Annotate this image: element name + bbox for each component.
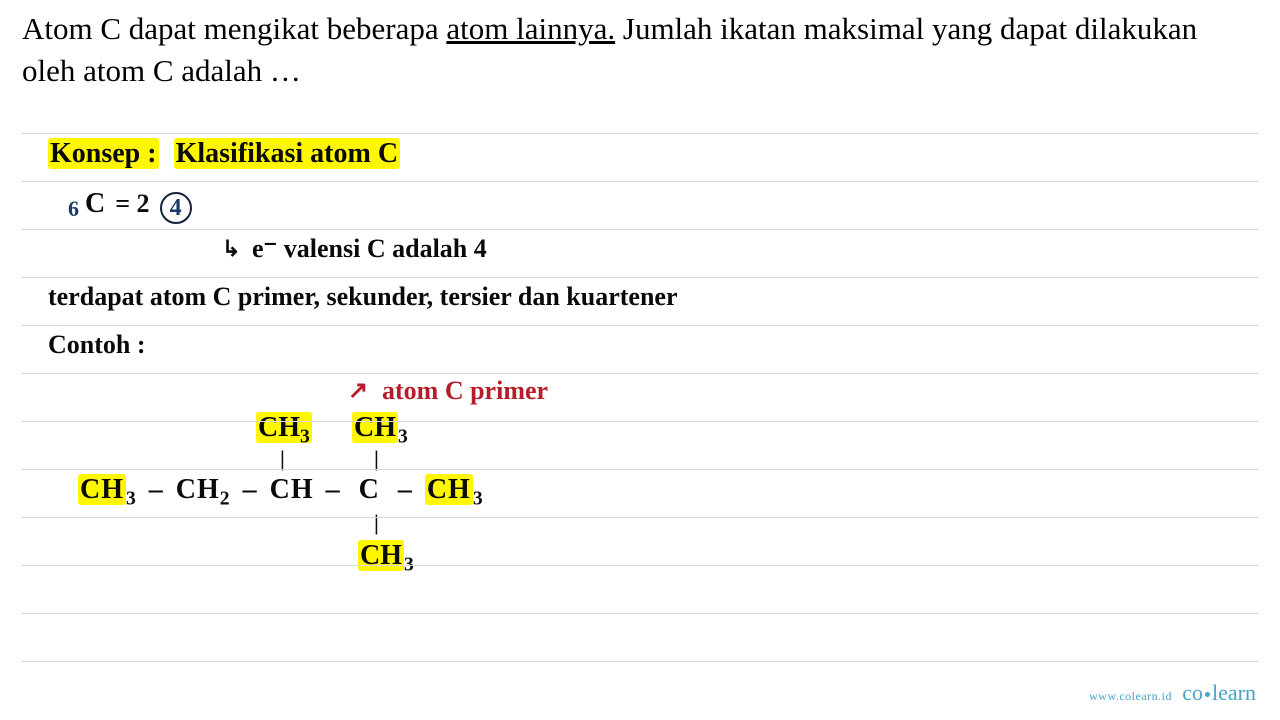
mol-c3: CH xyxy=(270,474,314,505)
rule-line xyxy=(22,421,1258,422)
mol-bottom-text: CH xyxy=(358,540,404,571)
question-pre: Atom C dapat mengikat beberapa xyxy=(22,11,446,46)
mol-c1: CH xyxy=(78,474,126,505)
rule-line xyxy=(22,661,1258,662)
footer-brand: www.colearn.id colearn xyxy=(1089,680,1256,706)
rule-line xyxy=(22,517,1258,518)
mol-chain: CH3 – CH2 – CH – C – CH3 xyxy=(78,474,484,511)
bond-icon: – xyxy=(149,474,164,505)
konsep-label: Konsep : xyxy=(48,138,159,169)
mol-top-right: CH3 xyxy=(352,412,408,449)
footer-site: www.colearn.id xyxy=(1089,689,1172,703)
mol-top-left: CH3 xyxy=(256,412,312,449)
config-eq: = 2 xyxy=(115,189,149,218)
rule-line xyxy=(22,613,1258,614)
bond-icon: – xyxy=(398,474,413,505)
mol-c5: CH xyxy=(425,474,473,505)
rule-line xyxy=(22,325,1258,326)
arrow-icon: ↗ xyxy=(348,376,368,405)
primer-label: atom C primer xyxy=(382,376,548,406)
brand-b: learn xyxy=(1212,680,1256,705)
mol-top-left-sub: 3 xyxy=(300,427,310,448)
mol-bottom: CH3 xyxy=(358,540,414,577)
contoh-label: Contoh : xyxy=(48,330,146,360)
rule-line xyxy=(22,229,1258,230)
mol-top-left-text: CH xyxy=(258,412,300,443)
arrow-hook-icon: ↳ xyxy=(222,236,240,262)
rule-line xyxy=(22,373,1258,374)
mol-c5-sub: 3 xyxy=(473,489,484,510)
valence-note: e⁻ valensi C adalah 4 xyxy=(252,234,487,264)
dot-icon xyxy=(1205,692,1210,697)
rule-line xyxy=(22,277,1258,278)
rule-line xyxy=(22,133,1258,134)
bond-icon: – xyxy=(243,474,258,505)
mol-top-right-sub: 3 xyxy=(398,427,408,448)
bond-icon: – xyxy=(326,474,341,505)
classification-line: terdapat atom C primer, sekunder, tersie… xyxy=(48,282,677,312)
config-symbol: C xyxy=(85,188,105,219)
vbond-icon: | xyxy=(374,510,379,536)
mol-top-right-text: CH xyxy=(352,412,398,443)
question-underlined: atom lainnya. xyxy=(446,11,615,46)
rule-line xyxy=(22,469,1258,470)
notebook-area: Konsep : Klasifikasi atom C 6 C = 2 4 ↳ … xyxy=(22,118,1258,678)
konsep-value: Klasifikasi atom C xyxy=(174,138,400,169)
question-text: Atom C dapat mengikat beberapa atom lain… xyxy=(0,0,1280,92)
rule-line xyxy=(22,181,1258,182)
config-prefix: 6 xyxy=(68,196,79,221)
electron-config: 6 C = 2 4 xyxy=(68,188,192,224)
mol-c4: C xyxy=(359,474,380,505)
mol-c1-sub: 3 xyxy=(126,489,137,510)
config-circled: 4 xyxy=(160,192,192,224)
konsep-line: Konsep : Klasifikasi atom C xyxy=(48,138,400,170)
brand-a: co xyxy=(1182,680,1203,705)
rule-line xyxy=(22,565,1258,566)
mol-c2-sub: 2 xyxy=(220,489,231,510)
mol-c2: CH xyxy=(176,474,220,505)
